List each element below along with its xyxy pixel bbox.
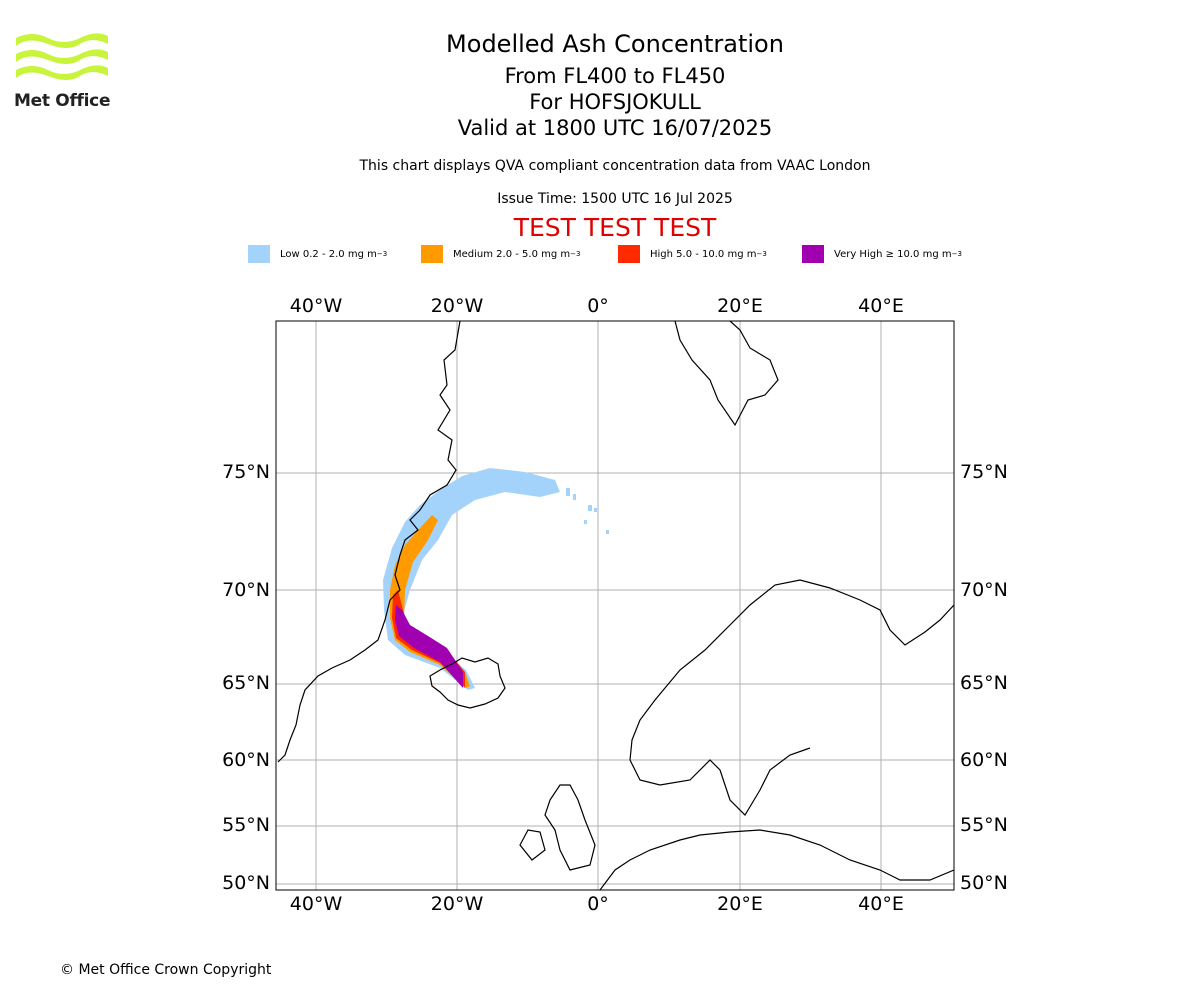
lon-label-bottom: 20°W	[431, 893, 484, 915]
map-frame	[275, 320, 955, 891]
lat-label-left: 75°N	[222, 461, 270, 483]
gridlines	[276, 321, 954, 890]
legend-swatch-low	[248, 245, 270, 263]
lon-label-top: 0°	[587, 295, 609, 317]
logo-text: Met Office	[14, 91, 111, 111]
coastlines	[277, 321, 954, 890]
valid-time: Valid at 1800 UTC 16/07/2025	[457, 116, 773, 140]
lat-label-right: 65°N	[960, 672, 1008, 694]
lat-label-left: 65°N	[222, 672, 270, 694]
lon-label-top: 40°W	[290, 295, 343, 317]
legend-unit-medium: −3	[570, 250, 581, 258]
lat-label-right: 60°N	[960, 749, 1008, 771]
legend-item-very-high: Very High ≥ 10.0 mg m −3	[802, 244, 962, 264]
met-office-logo: Met Office	[14, 30, 110, 114]
lat-label-right: 75°N	[960, 461, 1008, 483]
lat-label-left: 70°N	[222, 579, 270, 601]
lat-label-left: 50°N	[222, 872, 270, 894]
legend-unit-high: −3	[756, 250, 767, 258]
chart-title: Modelled Ash Concentration	[446, 30, 784, 58]
flight-levels: From FL400 to FL450	[504, 64, 726, 88]
legend-unit-very-high: −3	[951, 250, 962, 258]
copyright: © Met Office Crown Copyright	[60, 962, 272, 978]
test-banner: TEST TEST TEST	[513, 213, 717, 242]
lon-label-bottom: 20°E	[717, 893, 763, 915]
lat-label-right: 55°N	[960, 814, 1008, 836]
volcano-name: For HOFSJOKULL	[529, 90, 701, 114]
legend-unit-low: −3	[376, 250, 388, 258]
legend-label-very-high: Very High ≥ 10.0 mg m	[834, 248, 952, 260]
ash-plume-low-specks	[566, 488, 609, 534]
legend-item-medium: Medium 2.0 - 5.0 mg m −3	[421, 244, 580, 264]
lon-label-top: 20°W	[431, 295, 484, 317]
legend-swatch-medium	[421, 245, 443, 263]
legend-label-low: Low 0.2 - 2.0 mg m	[280, 248, 377, 260]
lon-label-bottom: 40°E	[858, 893, 904, 915]
lat-label-right: 50°N	[960, 872, 1008, 894]
lon-label-top: 40°E	[858, 295, 904, 317]
legend-label-medium: Medium 2.0 - 5.0 mg m	[453, 248, 571, 260]
lon-label-bottom: 0°	[587, 893, 609, 915]
legend-label-high: High 5.0 - 10.0 mg m	[650, 248, 757, 260]
legend-swatch-very-high	[802, 245, 824, 263]
issue-time: Issue Time: 1500 UTC 16 Jul 2025	[497, 191, 733, 207]
data-note: This chart displays QVA compliant concen…	[359, 158, 871, 174]
lat-label-left: 60°N	[222, 749, 270, 771]
legend-item-high: High 5.0 - 10.0 mg m −3	[618, 244, 767, 264]
legend-swatch-high	[618, 245, 640, 263]
met-office-wave-icon	[16, 33, 108, 80]
lon-label-bottom: 40°W	[290, 893, 343, 915]
lon-label-top: 20°E	[717, 295, 763, 317]
lat-label-left: 55°N	[222, 814, 270, 836]
lat-label-right: 70°N	[960, 579, 1008, 601]
legend-item-low: Low 0.2 - 2.0 mg m −3	[248, 244, 387, 264]
ash-plume-low	[383, 468, 560, 690]
